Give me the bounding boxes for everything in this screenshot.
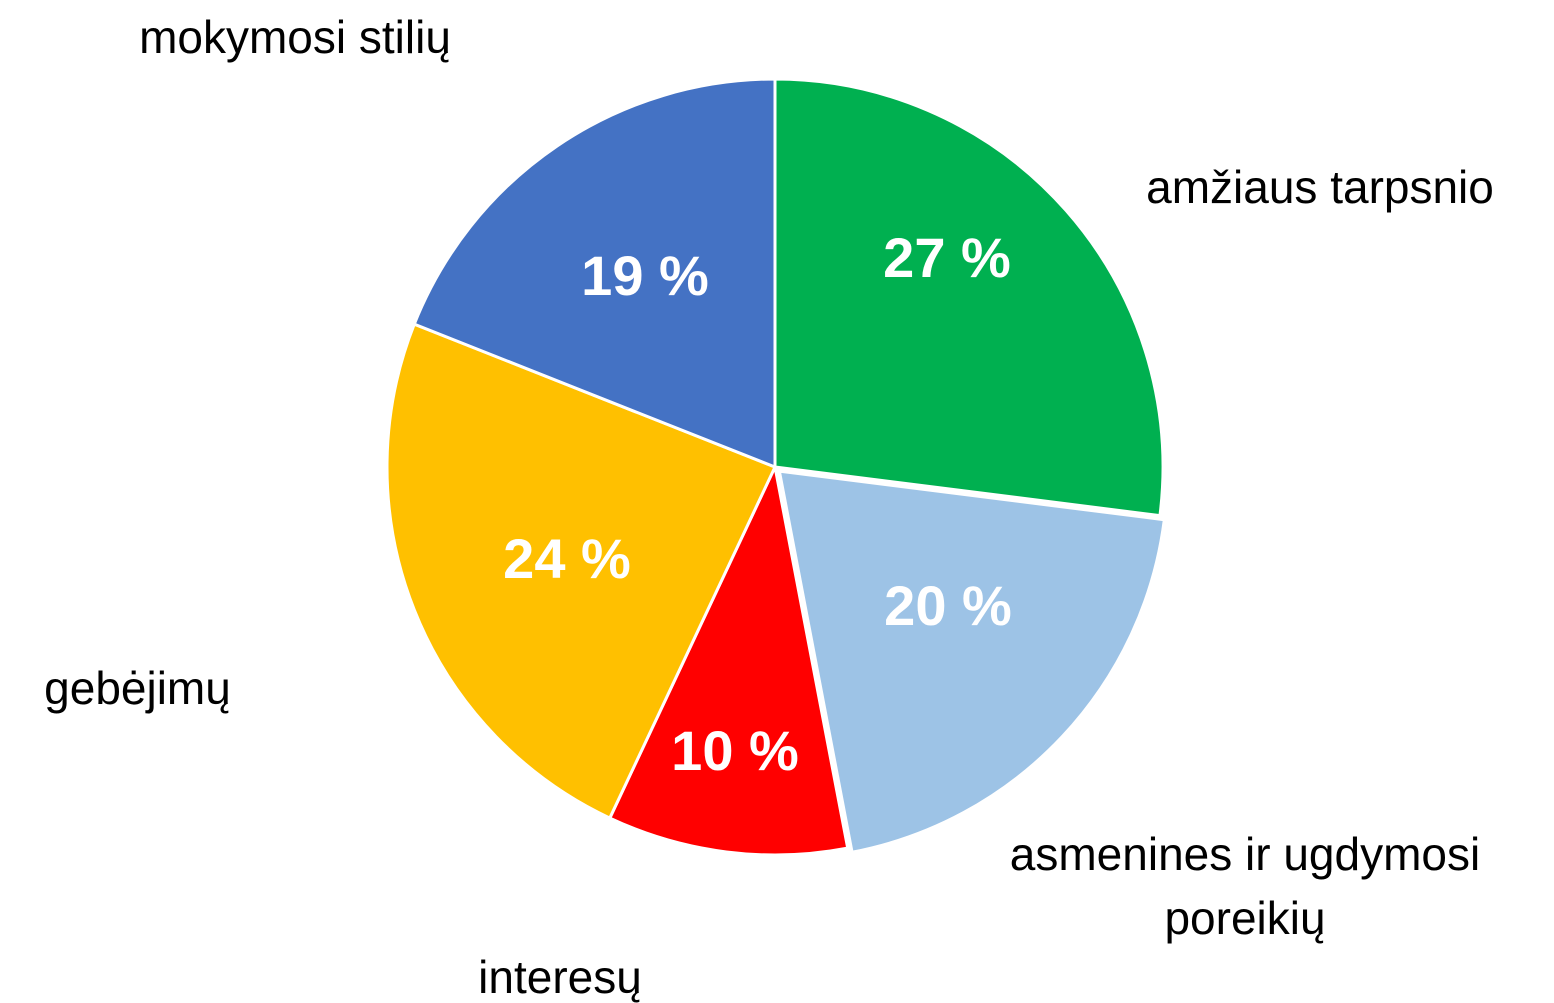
pie-slice <box>773 77 1165 518</box>
category-label: asmenines ir ugdymosi poreikių <box>1009 828 1481 944</box>
data-label: 24 % <box>503 527 631 590</box>
data-label: 27 % <box>883 226 1011 289</box>
category-label: amžiaus tarpsnio <box>1146 161 1494 213</box>
category-label: gebėjimų <box>44 662 231 714</box>
data-label: 20 % <box>884 574 1012 637</box>
pie-slice <box>385 322 778 821</box>
data-label: 10 % <box>671 719 799 782</box>
data-label: 19 % <box>581 244 709 307</box>
category-label: interesų <box>478 951 642 1003</box>
pie-slice <box>412 77 777 470</box>
pie-slice <box>777 469 1166 854</box>
category-label: mokymosi stilių <box>139 11 451 63</box>
pie-slice <box>607 462 850 857</box>
